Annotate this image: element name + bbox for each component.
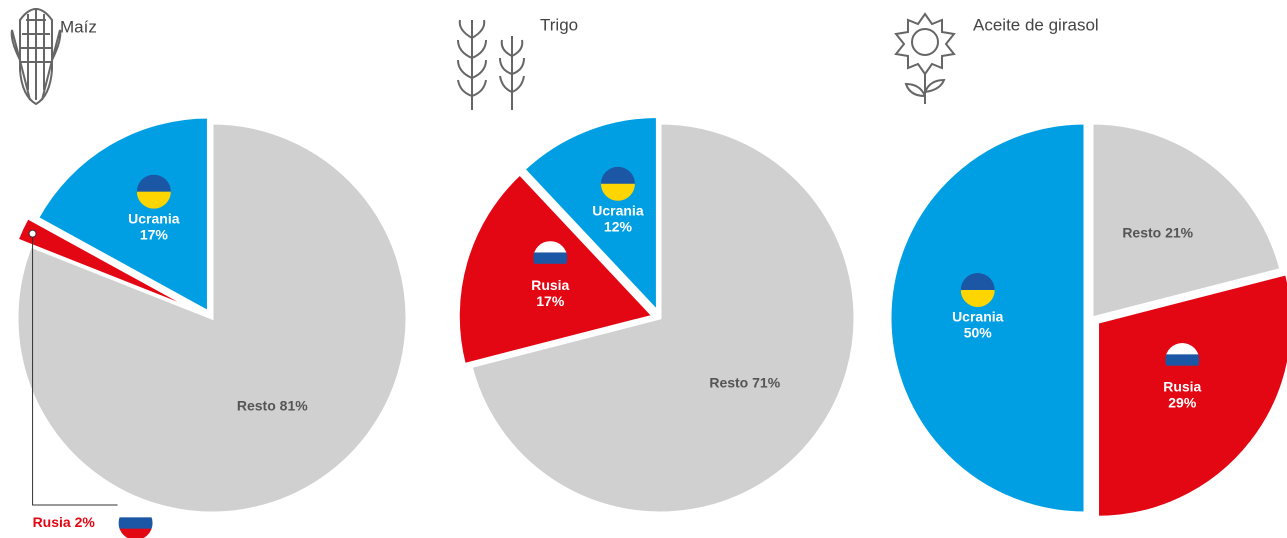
category-label: Ucrania xyxy=(592,202,644,218)
pie-slice xyxy=(35,115,210,315)
flag-stripe xyxy=(600,166,635,185)
value-label: 29% xyxy=(1168,395,1197,411)
category-label: Rusia xyxy=(1163,379,1201,395)
pie-slice xyxy=(15,121,409,515)
value-label: 17% xyxy=(536,293,565,309)
flag-stripe xyxy=(533,241,568,253)
leader-dot xyxy=(28,229,37,238)
pie-slice xyxy=(15,215,200,314)
flag-stripe xyxy=(136,191,171,209)
sunflower-icon xyxy=(894,12,956,104)
value-label: 12% xyxy=(604,218,633,234)
flag-stripe xyxy=(1165,354,1200,367)
flag-stripe xyxy=(118,528,153,538)
value-label: 50% xyxy=(964,325,993,341)
flag-stripe xyxy=(1165,365,1200,378)
russia-flag xyxy=(533,241,568,276)
corn-icon xyxy=(10,8,62,106)
category-label: Resto xyxy=(237,397,276,413)
wheat-icon xyxy=(457,19,525,110)
category-label: Ucrania xyxy=(952,309,1004,325)
flag-stripe xyxy=(960,273,995,291)
category-label: Resto xyxy=(709,374,748,390)
flag-stripe xyxy=(533,252,568,265)
russia-flag xyxy=(118,506,153,538)
chart-title: Aceite de girasol xyxy=(973,15,1099,34)
flag-stripe xyxy=(960,290,995,307)
value-label: 21% xyxy=(1165,224,1194,240)
flag-stripe xyxy=(1165,343,1200,355)
category-label: Ucrania xyxy=(128,210,180,226)
pie-slice xyxy=(1090,121,1283,320)
value-label: 71% xyxy=(752,374,781,390)
value-label: 2% xyxy=(75,514,96,530)
ukraine-flag xyxy=(600,166,635,201)
slice-label: Rusia 2% xyxy=(33,514,96,530)
category-label: Rusia xyxy=(33,514,71,530)
flag-stripe xyxy=(118,517,153,530)
category-label: Rusia xyxy=(531,277,569,293)
slice-label: Resto 21% xyxy=(1122,224,1193,240)
value-label: 81% xyxy=(280,397,309,413)
russia-flag xyxy=(1165,343,1200,378)
value-label: 17% xyxy=(140,226,169,242)
slice-label: Resto 71% xyxy=(709,374,780,390)
leader-line xyxy=(32,233,118,506)
chart-title: Trigo xyxy=(540,15,578,34)
pie-slice xyxy=(521,114,659,316)
ukraine-flag xyxy=(136,174,171,209)
pie-slice xyxy=(1096,272,1287,519)
flag-stripe xyxy=(533,263,568,276)
flag-stripe xyxy=(118,506,153,518)
category-label: Resto xyxy=(1122,224,1161,240)
pie-slice xyxy=(888,121,1087,515)
ukraine-flag xyxy=(960,273,995,307)
chart-title: Maíz xyxy=(60,17,97,36)
slice-label: Resto 81% xyxy=(237,397,308,413)
flag-stripe xyxy=(136,174,171,193)
flag-stripe xyxy=(600,183,635,201)
pie-slice xyxy=(469,121,857,515)
